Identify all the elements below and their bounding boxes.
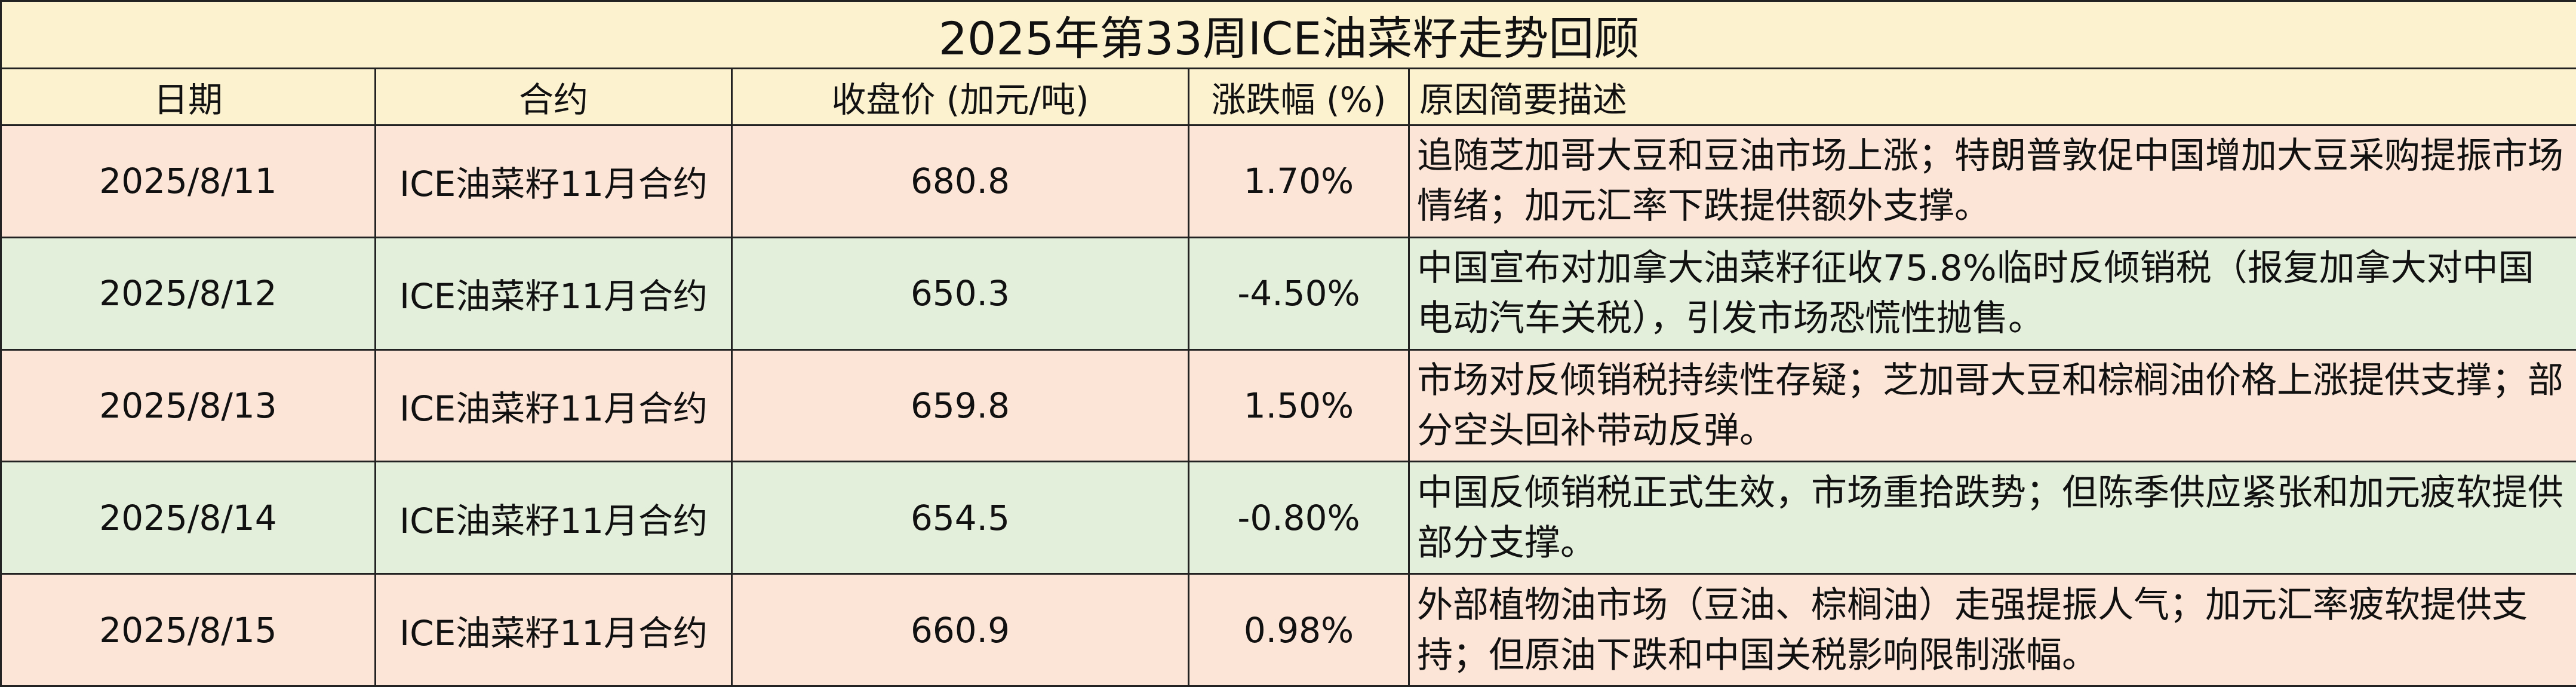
table-cell: ICE油菜籽11月合约: [374, 236, 733, 351]
table-cell: 680.8: [731, 124, 1189, 238]
table-cell: ICE油菜籽11月合约: [374, 461, 733, 575]
description-cell: 市场对反倾销税持续性存疑；芝加哥大豆和棕榈油价格上涨提供支撑；部分空头回补带动反…: [1407, 348, 2576, 463]
table-cell: 650.3: [731, 236, 1189, 351]
table-row: 2025/8/11 ICE油菜籽11月合约 680.8 1.70% 追随芝加哥大豆和豆油…: [0, 124, 2576, 238]
table-title: 2025年第33周ICE油菜籽走势回顾: [0, 0, 2576, 69]
table-cell: 654.5: [731, 461, 1189, 575]
table-cell: 660.9: [731, 573, 1189, 687]
table-body: 2025/8/11 ICE油菜籽11月合约 680.8 1.70% 追随芝加哥大豆和豆油…: [0, 124, 2576, 687]
description-cell: 中国宣布对加拿大油菜籽征收75.8%临时反倾销税（报复加拿大对中国电动汽车关税）…: [1407, 236, 2576, 351]
description-cell: 追随芝加哥大豆和豆油市场上涨；特朗普敦促中国增加大豆采购提振市场情绪；加元汇率下…: [1407, 124, 2576, 238]
table-cell: 2025/8/14: [0, 461, 376, 575]
header-cell: 涨跌幅 (%): [1188, 68, 1410, 126]
table-cell: 1.50%: [1188, 348, 1410, 463]
table-cell: -4.50%: [1188, 236, 1410, 351]
header-cell: 合约: [374, 68, 733, 126]
table-cell: 2025/8/12: [0, 236, 376, 351]
table-row: 2025/8/14 ICE油菜籽11月合约 654.5 -0.80% 中国反倾销税正式生…: [0, 461, 2576, 575]
description-cell: 外部植物油市场（豆油、棕榈油）走强提振人气；加元汇率疲软提供支持；但原油下跌和中…: [1407, 573, 2576, 687]
table-row: 2025/8/15 ICE油菜籽11月合约 660.9 0.98% 外部植物油市场（豆油…: [0, 573, 2576, 687]
table-cell: 2025/8/15: [0, 573, 376, 687]
table-cell: 1.70%: [1188, 124, 1410, 238]
table-cell: -0.80%: [1188, 461, 1410, 575]
table-cell: 2025/8/11: [0, 124, 376, 238]
table-cell: ICE油菜籽11月合约: [374, 124, 733, 238]
header-cell: 日期: [0, 68, 376, 126]
table-cell: ICE油菜籽11月合约: [374, 573, 733, 687]
table-cell: 2025/8/13: [0, 348, 376, 463]
header-cell: 收盘价 (加元/吨): [731, 68, 1189, 126]
header-cell: 原因简要描述: [1407, 68, 2576, 126]
table-cell: 0.98%: [1188, 573, 1410, 687]
header-row: 日期 合约 收盘价 (加元/吨) 涨跌幅 (%) 原因简要描述: [0, 68, 2576, 126]
table-cell: 659.8: [731, 348, 1189, 463]
description-cell: 中国反倾销税正式生效，市场重拾跌势；但陈季供应紧张和加元疲软提供部分支撑。: [1407, 461, 2576, 575]
table-cell: ICE油菜籽11月合约: [374, 348, 733, 463]
table-row: 2025/8/12 ICE油菜籽11月合约 650.3 -4.50% 中国宣布对加拿大油…: [0, 236, 2576, 351]
table-row: 2025/8/13 ICE油菜籽11月合约 659.8 1.50% 市场对反倾销税持续性…: [0, 348, 2576, 463]
